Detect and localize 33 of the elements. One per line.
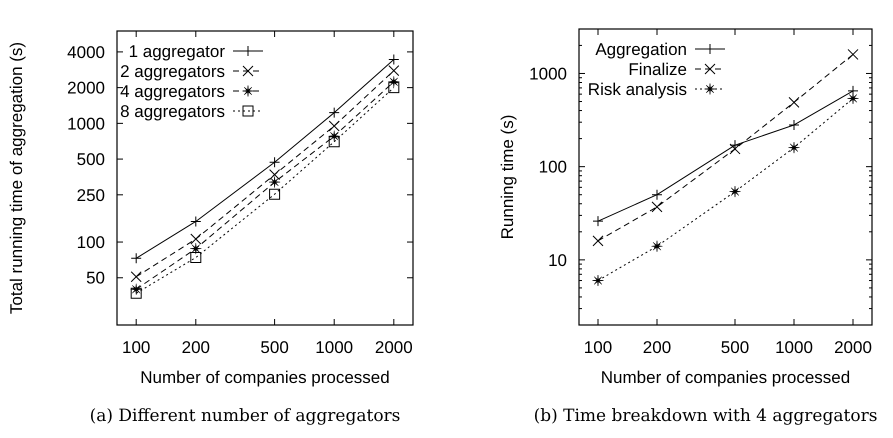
legend-label: Aggregation [595, 40, 687, 59]
x-tick-label: 2000 [374, 338, 413, 357]
y-axis-title: Running time (s) [498, 114, 517, 240]
y-tick-label: 500 [76, 150, 105, 170]
text: (a) Different number of aggregators [90, 406, 400, 426]
legend-label: 8 aggregators [120, 102, 225, 121]
x-tick-label: 100 [122, 338, 150, 357]
y-tick-label: 100 [76, 232, 105, 252]
x-tick-label: 500 [260, 338, 289, 357]
y-axis-title: Total running time of aggregation (s) [7, 42, 26, 314]
x-tick-label: 500 [720, 338, 750, 357]
text: (b) Time breakdown with 4 aggregators [534, 406, 878, 426]
legend-label: Finalize [628, 60, 687, 79]
y-tick-label: 50 [86, 268, 105, 288]
legend-label: 4 aggregators [120, 82, 225, 101]
legend-label: 2 aggregators [120, 62, 225, 81]
y-tick-label: 2000 [67, 78, 105, 98]
y-tick-label: 1000 [67, 114, 105, 134]
y-tick-label: 10 [548, 250, 567, 270]
x-tick-label: 2000 [834, 338, 872, 357]
legend-label: Risk analysis [588, 80, 687, 99]
y-tick-label: 100 [538, 158, 567, 177]
y-tick-label: 1000 [529, 64, 567, 84]
x-tick-label: 200 [642, 338, 672, 357]
y-tick-label: 250 [76, 186, 105, 205]
x-tick-label: 1000 [315, 338, 354, 357]
x-axis-title: Number of companies processed [140, 368, 390, 387]
x-tick-label: 200 [182, 338, 210, 357]
x-tick-label: 1000 [775, 338, 813, 357]
x-axis-title: Number of companies processed [600, 368, 850, 387]
y-tick-label: 4000 [67, 42, 105, 62]
legend-label: 1 aggregator [128, 42, 226, 61]
x-tick-label: 100 [584, 338, 612, 357]
